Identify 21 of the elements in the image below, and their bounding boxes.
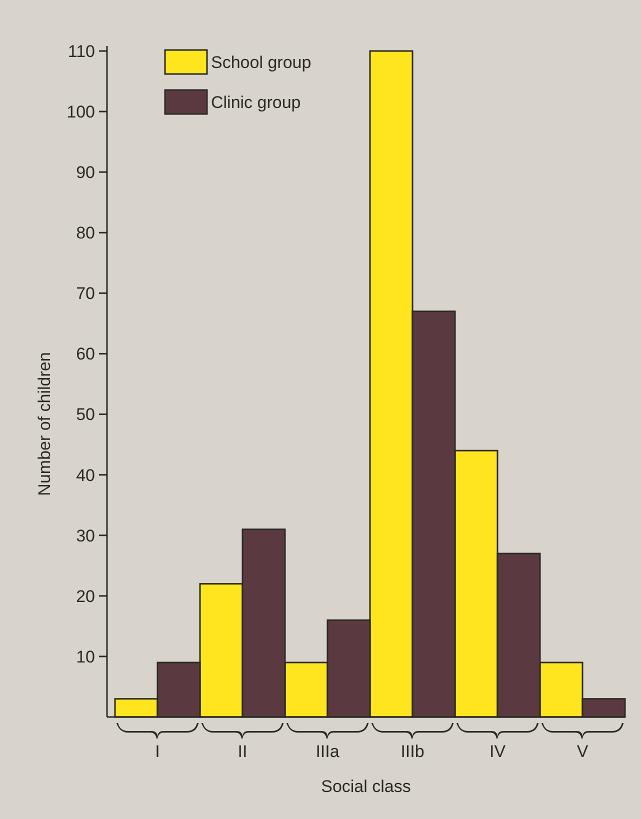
x-tick-label: I — [155, 742, 160, 761]
y-tick-label: 90 — [76, 163, 95, 182]
y-tick-label: 80 — [76, 224, 95, 243]
legend-label: Clinic group — [211, 92, 301, 112]
y-tick-label: 60 — [76, 344, 95, 364]
y-axis-title: Number of children — [35, 352, 54, 496]
y-tick-label: 20 — [76, 586, 95, 606]
legend-label: School group — [211, 52, 312, 72]
y-tick-label: 10 — [76, 647, 95, 666]
x-tick-label: IV — [489, 742, 506, 761]
x-tick-label: V — [576, 742, 589, 761]
y-tick-label: 110 — [68, 42, 95, 61]
x-tick-label: IIIa — [316, 742, 340, 761]
x-tick-label: IIIb — [400, 742, 424, 761]
y-tick-label: 50 — [76, 405, 95, 424]
y-tick-label: 30 — [76, 526, 95, 546]
x-tick-label: II — [238, 742, 248, 761]
y-tick-label: 100 — [66, 102, 95, 122]
y-tick-label: 70 — [76, 284, 95, 304]
y-tick-label: 40 — [76, 466, 95, 485]
x-axis-title: Social class — [321, 777, 411, 796]
